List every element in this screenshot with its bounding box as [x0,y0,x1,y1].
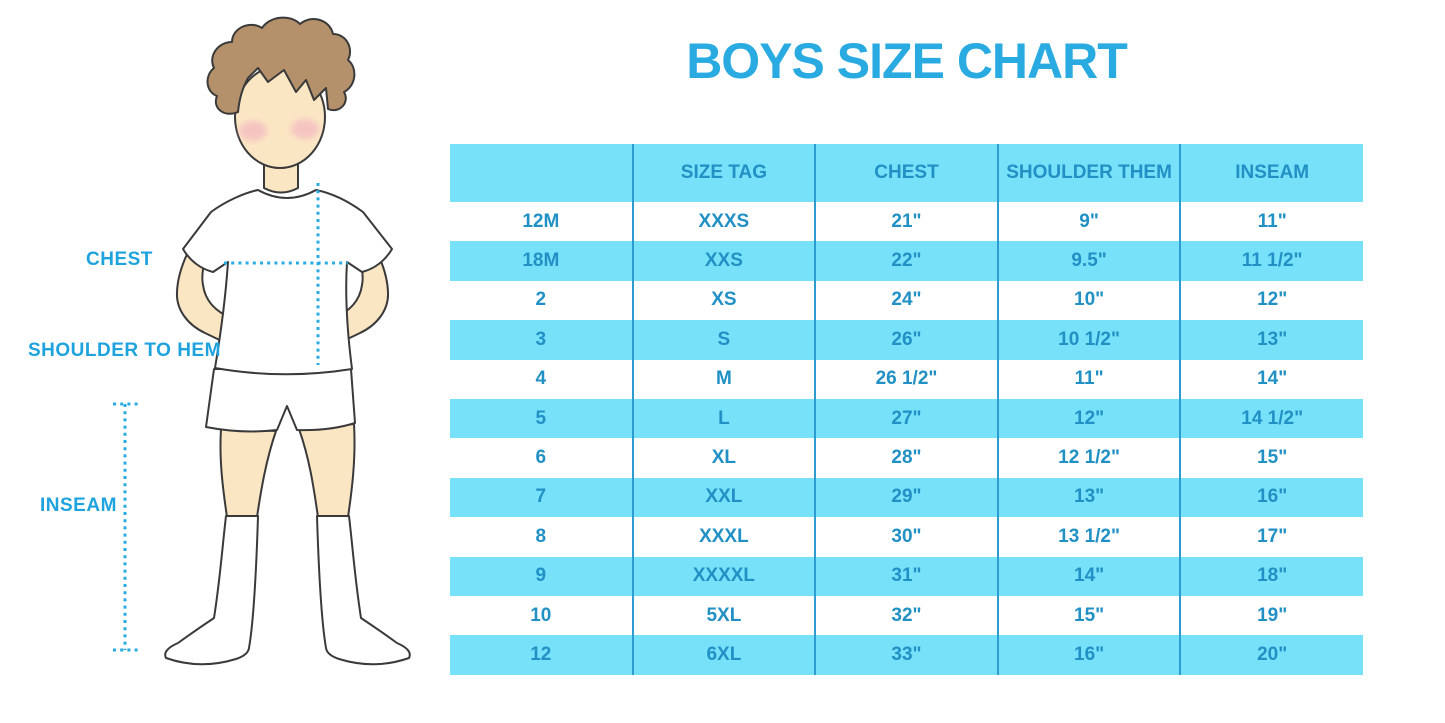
table-cell: 2 [450,280,634,321]
table-row: 18M XXS 22" 9.5" 11 1/2" [450,241,1363,281]
table-cell: 5XL [632,595,817,636]
header-cell-size [450,144,634,202]
table-cell: 15" [997,595,1182,636]
table-cell: 4 [450,359,634,399]
table-cell: 9.5" [997,241,1182,281]
table-cell: 7 [450,477,634,518]
table-cell: 10" [997,280,1182,321]
table-cell: 11" [997,359,1182,399]
table-cell: XXXL [632,517,817,557]
boy-cheek-right [291,119,319,139]
table-cell: 30" [815,517,999,557]
inseam-label: INSEAM [40,495,117,516]
boy-leg-left [219,428,277,518]
table-cell: 11" [1180,202,1363,242]
table-cell: 9 [450,556,634,596]
table-cell: 12 [450,635,634,675]
size-table-body: 12M XXXS 21" 9" 11" 18M XXS 22" 9.5" 11 1/2" 2 XS 24… [450,202,1363,675]
table-cell: 13 1/2" [997,517,1182,557]
table-cell: 24" [815,280,999,321]
table-cell: 19" [1180,595,1363,636]
header-row: SIZE TAG CHEST SHOULDER THEM INSEAM [450,144,1363,202]
header-cell-shoulder: SHOULDER THEM [997,144,1182,202]
table-row: 8 XXXL 30" 13 1/2" 17" [450,517,1363,557]
table-cell: 16" [997,635,1182,675]
table-cell: 8 [450,517,634,557]
table-cell: 14 1/2" [1180,398,1363,439]
table-cell: 14" [997,556,1182,596]
table-cell: 27" [815,398,999,439]
header-cell-size-tag: SIZE TAG [632,144,817,202]
table-cell: 28" [815,438,999,478]
table-cell: 12 1/2" [997,438,1182,478]
header-cell-chest: CHEST [815,144,999,202]
boy-tshirt [182,189,393,376]
table-cell: 15" [1180,438,1363,478]
table-cell: 21" [815,202,999,242]
table-cell: 6 [450,438,634,478]
boy-sock-right [316,515,411,666]
table-row: 9 XXXXL 31" 14" 18" [450,556,1363,596]
table-cell: 26 1/2" [815,359,999,399]
table-row: 7 XXL 29" 13" 16" [450,477,1363,518]
page-title: BOYS SIZE CHART [686,33,1128,89]
table-cell: 10 [450,595,634,636]
boy-shorts [205,368,356,433]
table-cell: 16" [1180,477,1363,518]
table-cell: 18M [450,241,634,281]
table-cell: XL [632,438,817,478]
boy-illustration [113,16,411,666]
table-cell: XXXXL [632,556,817,596]
header-cell-inseam: INSEAM [1180,144,1363,202]
size-table-head: SIZE TAG CHEST SHOULDER THEM INSEAM [450,144,1363,202]
table-cell: 31" [815,556,999,596]
table-cell: XS [632,280,817,321]
table-cell: 13" [1180,320,1363,360]
table-row: 6 XL 28" 12 1/2" 15" [450,438,1363,478]
table-cell: L [632,398,817,439]
size-table: SIZE TAG CHEST SHOULDER THEM INSEAM 12M X… [450,144,1363,675]
table-cell: M [632,359,817,399]
table-row: 3 S 26" 10 1/2" 13" [450,320,1363,360]
table-row: 12M XXXS 21" 9" 11" [450,202,1363,242]
table-cell: XXL [632,477,817,518]
table-cell: S [632,320,817,360]
table-cell: 12" [997,398,1182,439]
table-cell: 26" [815,320,999,360]
boy-cheek-left [239,121,267,141]
table-row: 2 XS 24" 10" 12" [450,280,1363,321]
table-cell: 3 [450,320,634,360]
table-row: 4 M 26 1/2" 11" 14" [450,359,1363,399]
table-cell: 20" [1180,635,1363,675]
table-cell: 17" [1180,517,1363,557]
table-cell: 22" [815,241,999,281]
chest-label: CHEST [86,249,153,270]
table-cell: 11 1/2" [1180,241,1363,281]
boy-leg-right [298,423,356,518]
table-cell: 12M [450,202,634,242]
shoulder-to-hem-label: SHOULDER TO HEM [28,340,221,361]
table-cell: 33" [815,635,999,675]
table-cell: 9" [997,202,1182,242]
table-row: 12 6XL 33" 16" 20" [450,635,1363,675]
table-cell: 13" [997,477,1182,518]
table-cell: 12" [1180,280,1363,321]
table-cell: 10 1/2" [997,320,1182,360]
table-cell: 5 [450,398,634,439]
table-cell: XXS [632,241,817,281]
table-row: 5 L 27" 12" 14 1/2" [450,398,1363,439]
table-cell: 6XL [632,635,817,675]
table-row: 10 5XL 32" 15" 19" [450,595,1363,636]
table-cell: 32" [815,595,999,636]
boy-hair [206,16,356,115]
measurement-figure: CHEST SHOULDER TO HEM INSEAM [0,0,450,723]
table-cell: 29" [815,477,999,518]
boy-sock-left [164,515,259,666]
table-cell: 18" [1180,556,1363,596]
table-cell: XXXS [632,202,817,242]
table-cell: 14" [1180,359,1363,399]
